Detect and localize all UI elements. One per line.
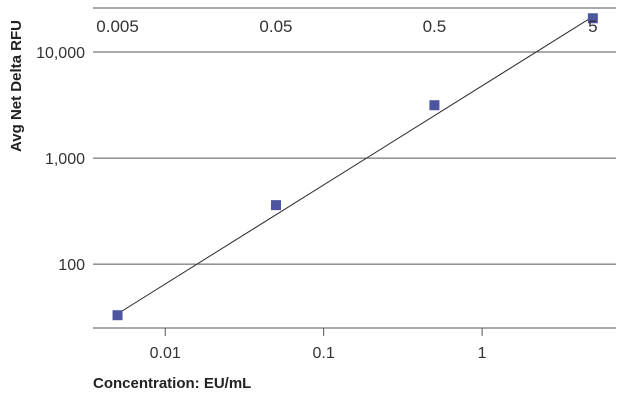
data-point (112, 310, 123, 321)
y-tick-label: 100 (58, 257, 85, 274)
tick-labels: 100 1,000 10,000 0.01 0.1 1 0.005 0.05 0.5 5 (36, 17, 598, 362)
data-point (587, 13, 598, 24)
data-points (112, 13, 598, 321)
trend-line-layer (117, 16, 594, 315)
top-concentration-label: 0.5 (423, 17, 447, 36)
data-point (429, 100, 440, 111)
x-tick-label: 1 (478, 345, 487, 362)
top-concentration-label: 0.005 (96, 17, 139, 36)
y-tick-label: 1,000 (45, 151, 85, 168)
horizontal-gridlines (93, 7, 616, 265)
top-concentration-label: 0.05 (259, 17, 292, 36)
data-point (270, 200, 281, 211)
trend-line (117, 16, 594, 315)
top-concentration-label: 5 (588, 17, 597, 36)
y-axis-title: Avg Net Delta RFU (8, 20, 25, 152)
y-tick-label: 10,000 (36, 45, 85, 62)
x-axis-title: Concentration: EU/mL (93, 375, 251, 392)
x-tick-label: 0.01 (150, 345, 181, 362)
x-tick-label: 0.1 (313, 345, 335, 362)
x-axis (93, 327, 616, 336)
